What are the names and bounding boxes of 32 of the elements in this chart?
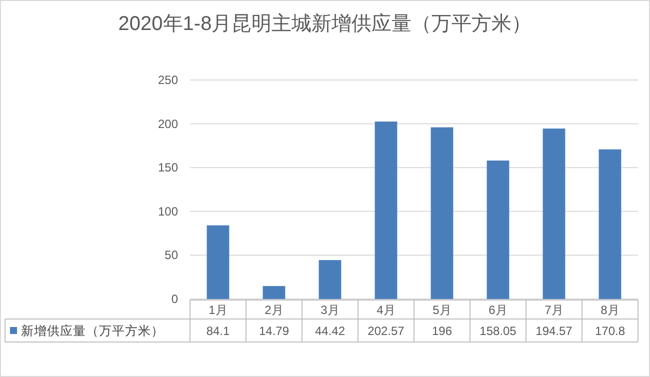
bar — [430, 127, 454, 299]
y-tick-label: 100 — [158, 204, 178, 218]
bar — [542, 128, 566, 299]
x-tick-label: 4月 — [376, 303, 396, 317]
x-tick-label: 5月 — [432, 303, 452, 317]
x-tick-label: 7月 — [544, 303, 564, 317]
bar — [318, 260, 342, 299]
bar — [206, 225, 230, 299]
bar — [598, 149, 622, 299]
x-tick-label: 1月 — [208, 303, 228, 317]
data-label: 196 — [432, 324, 452, 338]
data-label: 84.1 — [206, 324, 230, 338]
data-label: 202.57 — [368, 324, 405, 338]
y-tick-label: 0 — [171, 292, 178, 306]
x-tick-label: 6月 — [488, 303, 508, 317]
data-label: 158.05 — [480, 324, 517, 338]
chart-title: 2020年1-8月昆明主城新增供应量（万平方米） — [118, 12, 532, 35]
bar — [486, 160, 510, 299]
legend-label: 新增供应量（万平方米） — [21, 323, 164, 338]
data-label: 194.57 — [536, 324, 573, 338]
y-tick-label: 150 — [158, 160, 178, 175]
data-label: 14.79 — [258, 324, 290, 338]
x-tick-label: 3月 — [320, 303, 340, 317]
x-tick-label: 8月 — [600, 303, 620, 317]
y-tick-label: 200 — [158, 116, 178, 131]
bar — [374, 122, 398, 299]
data-label: 44.42 — [314, 324, 346, 338]
data-label: 170.8 — [594, 324, 626, 338]
bar — [262, 286, 286, 299]
y-tick-label: 250 — [158, 73, 178, 87]
y-tick-label: 50 — [164, 248, 178, 262]
x-tick-label: 2月 — [264, 303, 284, 317]
